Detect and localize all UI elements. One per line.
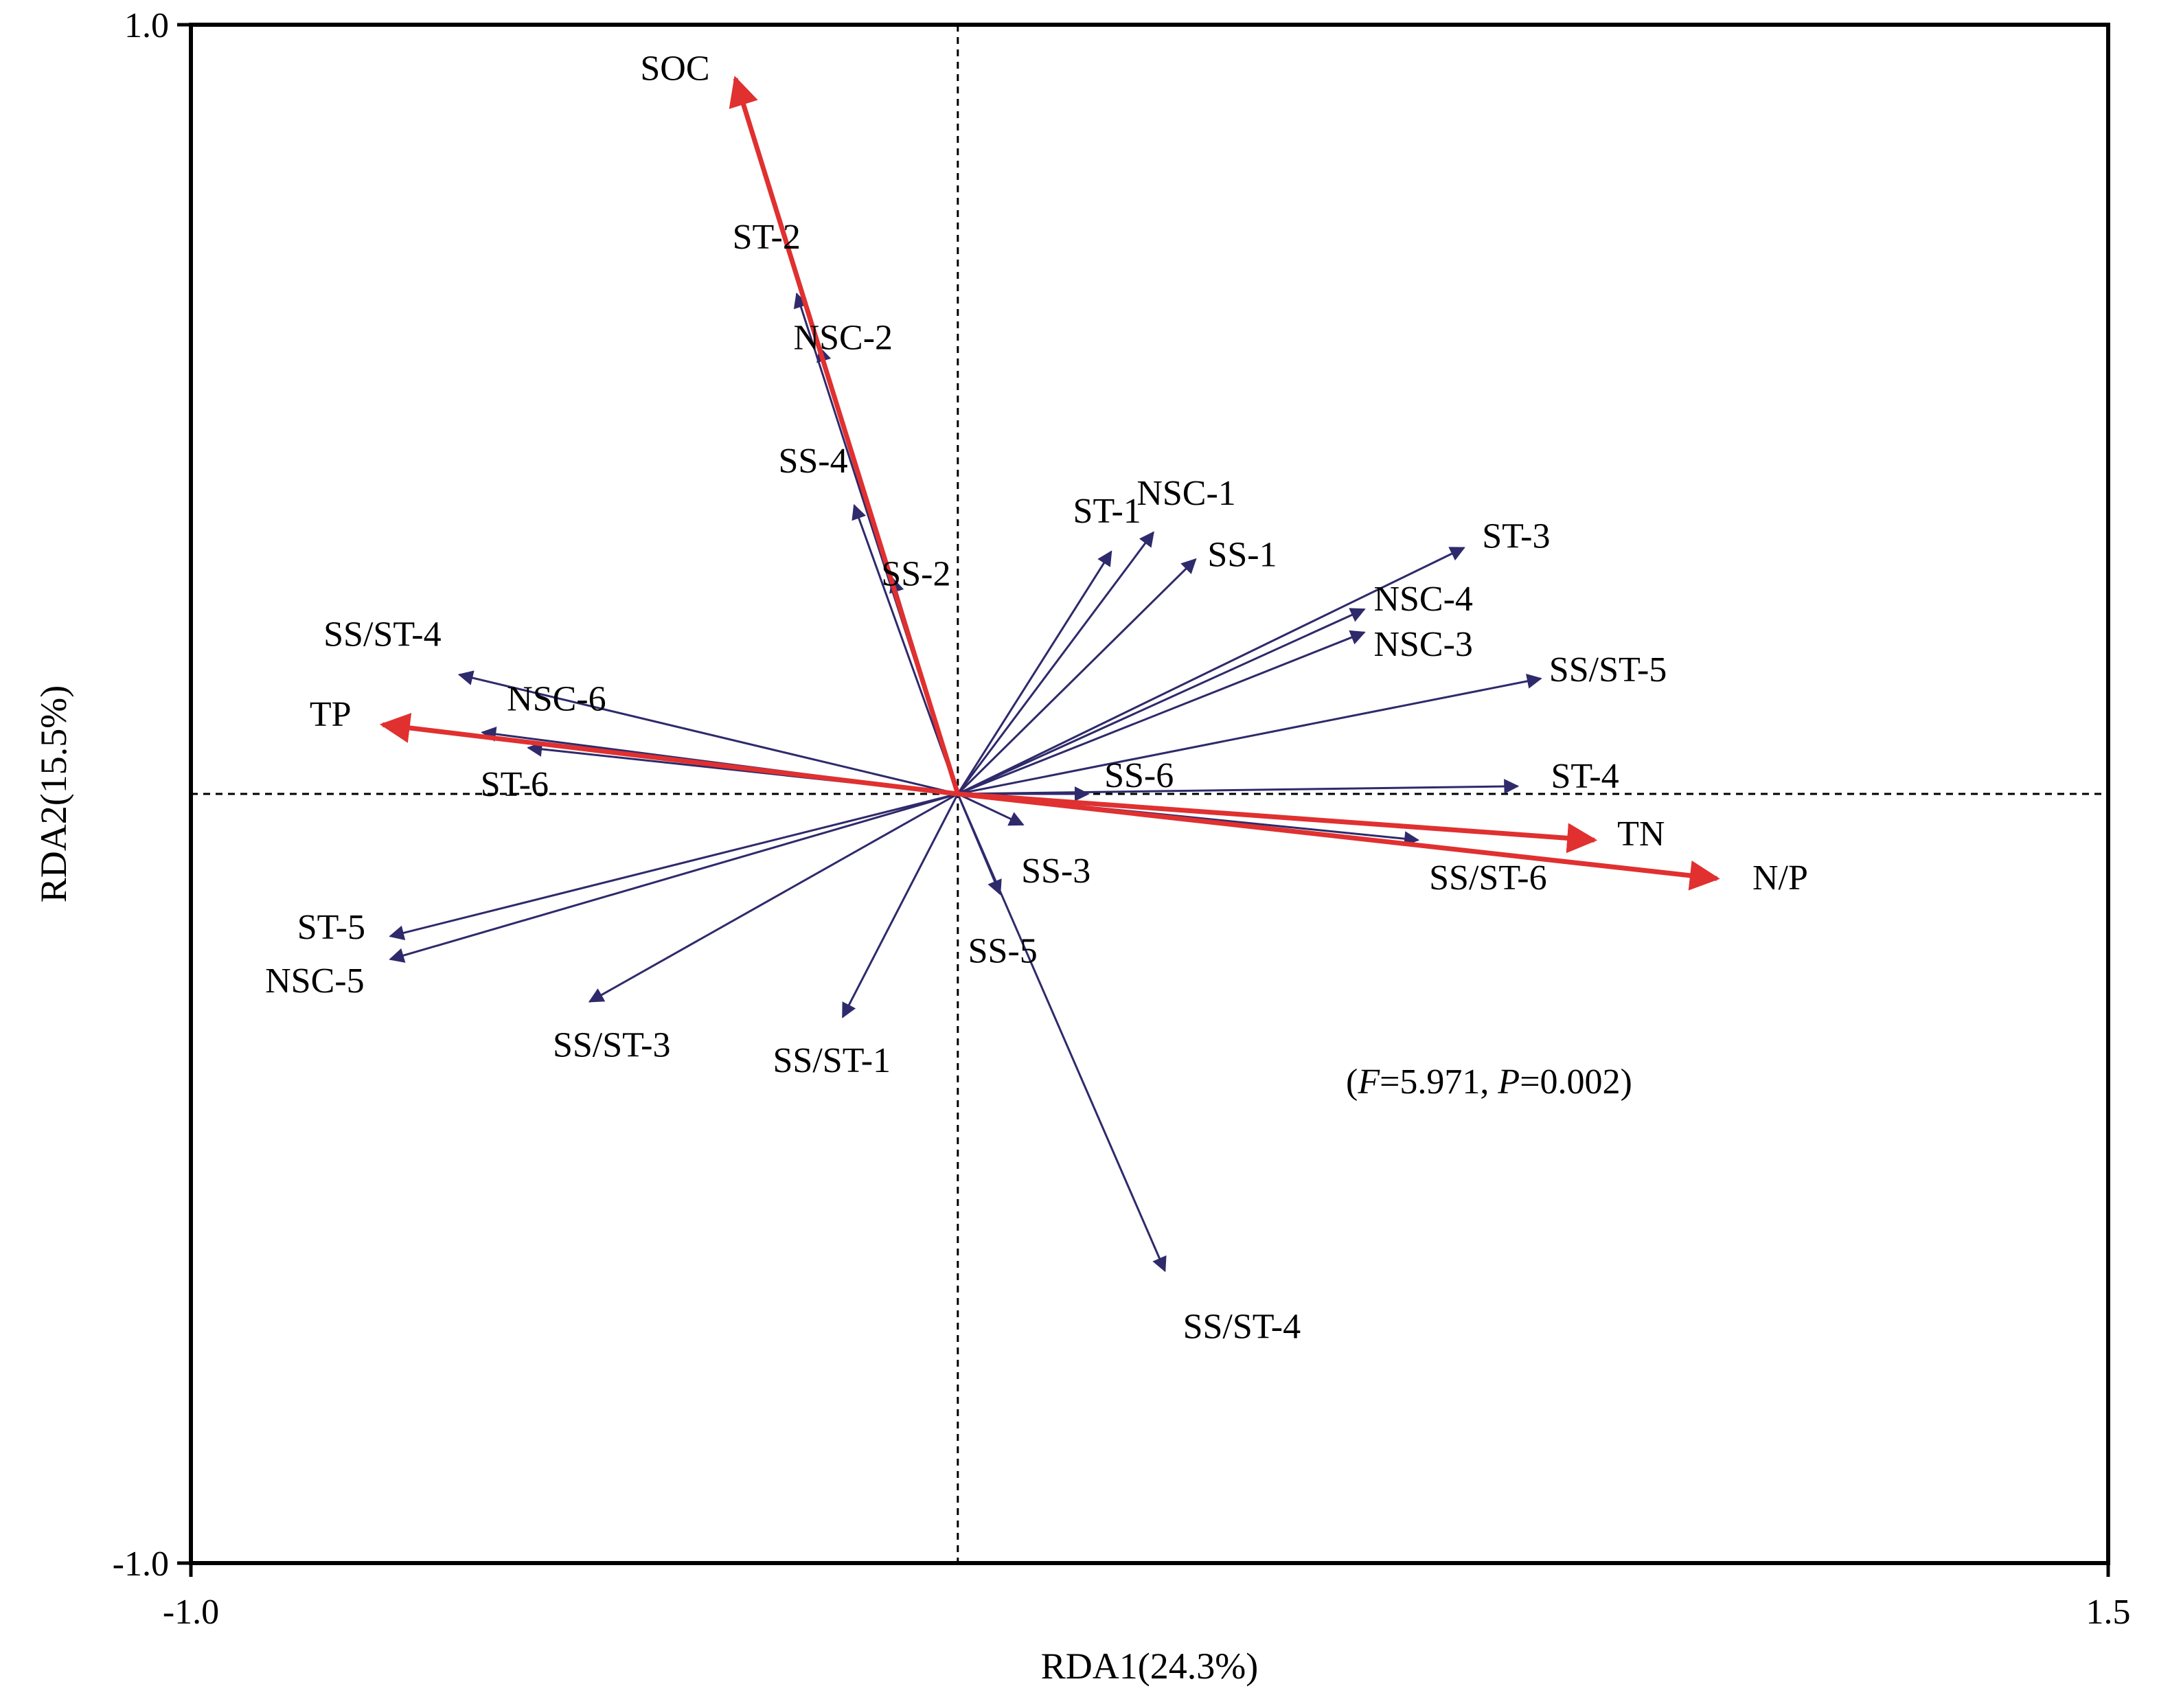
species-label: SS-3 bbox=[1021, 852, 1090, 891]
species-label: SS/ST-4 bbox=[1183, 1307, 1301, 1346]
species-arrow bbox=[957, 547, 1465, 795]
species-arrow bbox=[957, 793, 1167, 1273]
environment-arrow bbox=[957, 791, 1598, 854]
environment-label: SOC bbox=[640, 49, 709, 88]
environment-arrow bbox=[729, 76, 961, 795]
species-label: SS/ST-4 bbox=[323, 615, 442, 654]
test-statistic-annotation: (F=5.971, P=0.002) bbox=[1346, 1062, 1632, 1102]
environmental-vectors bbox=[379, 76, 1720, 891]
species-arrow bbox=[389, 793, 959, 941]
species-label: SS-6 bbox=[1104, 756, 1174, 795]
species-label: ST-6 bbox=[481, 765, 549, 804]
species-label: NSC-3 bbox=[1373, 625, 1472, 664]
species-label: NSC-1 bbox=[1136, 474, 1235, 513]
species-label: ST-3 bbox=[1482, 517, 1550, 556]
species-label: SS/ST-3 bbox=[553, 1025, 671, 1064]
species-arrow bbox=[957, 558, 1197, 795]
species-label: SS/ST-1 bbox=[773, 1041, 891, 1080]
species-label: SS/ST-5 bbox=[1549, 650, 1667, 690]
y-axis-label: RDA2(15.5%) bbox=[33, 685, 74, 902]
species-label: SS-1 bbox=[1207, 535, 1277, 574]
species-label: ST-2 bbox=[733, 218, 801, 257]
axis-ticks: 1.0 -1.0 -1.0 1.5 bbox=[113, 6, 2131, 1632]
annotation-open: ( bbox=[1346, 1062, 1358, 1102]
species-label: NSC-2 bbox=[794, 318, 893, 357]
species-label: ST-4 bbox=[1551, 757, 1619, 796]
species-arrow bbox=[957, 793, 1025, 826]
x-axis-label: RDA1(24.3%) bbox=[1041, 1646, 1258, 1687]
species-arrow bbox=[841, 793, 959, 1018]
species-label: ST-5 bbox=[297, 908, 365, 947]
annotation-f-value: =5.971, bbox=[1380, 1062, 1498, 1102]
species-arrow bbox=[957, 608, 1366, 795]
environment-label: TP bbox=[310, 695, 352, 734]
species-label: NSC-5 bbox=[265, 961, 364, 1001]
species-arrow bbox=[957, 674, 1542, 795]
species-label: SS-2 bbox=[881, 554, 950, 593]
species-arrow bbox=[389, 793, 959, 963]
species-arrow bbox=[957, 630, 1366, 795]
species-label: NSC-4 bbox=[1373, 580, 1472, 619]
species-arrow bbox=[957, 531, 1154, 795]
species-arrow bbox=[457, 670, 959, 795]
x-tick-label: -1.0 bbox=[163, 1593, 219, 1632]
species-arrow bbox=[957, 779, 1520, 795]
species-label: NSC-6 bbox=[507, 679, 606, 718]
annotation-p-value: =0.002) bbox=[1520, 1062, 1632, 1102]
environment-label: N/P bbox=[1752, 858, 1808, 898]
y-tick-label: -1.0 bbox=[113, 1545, 169, 1584]
environment-label: TN bbox=[1617, 815, 1665, 854]
species-label: SS/ST-6 bbox=[1429, 858, 1547, 898]
environment-arrow bbox=[957, 791, 1720, 891]
species-arrow bbox=[957, 550, 1112, 795]
y-tick-label: 1.0 bbox=[124, 6, 169, 45]
species-arrow bbox=[588, 793, 959, 1003]
species-label: SS-4 bbox=[778, 442, 847, 481]
species-label: ST-1 bbox=[1073, 492, 1141, 531]
annotation-p-label: P bbox=[1497, 1062, 1520, 1102]
x-tick-label: 1.5 bbox=[2086, 1593, 2131, 1632]
environment-arrow bbox=[379, 713, 959, 797]
plot-frame bbox=[189, 23, 2110, 1565]
species-label: SS-5 bbox=[968, 932, 1038, 971]
annotation-f-label: F bbox=[1357, 1062, 1380, 1102]
species-vectors bbox=[389, 292, 1542, 1273]
